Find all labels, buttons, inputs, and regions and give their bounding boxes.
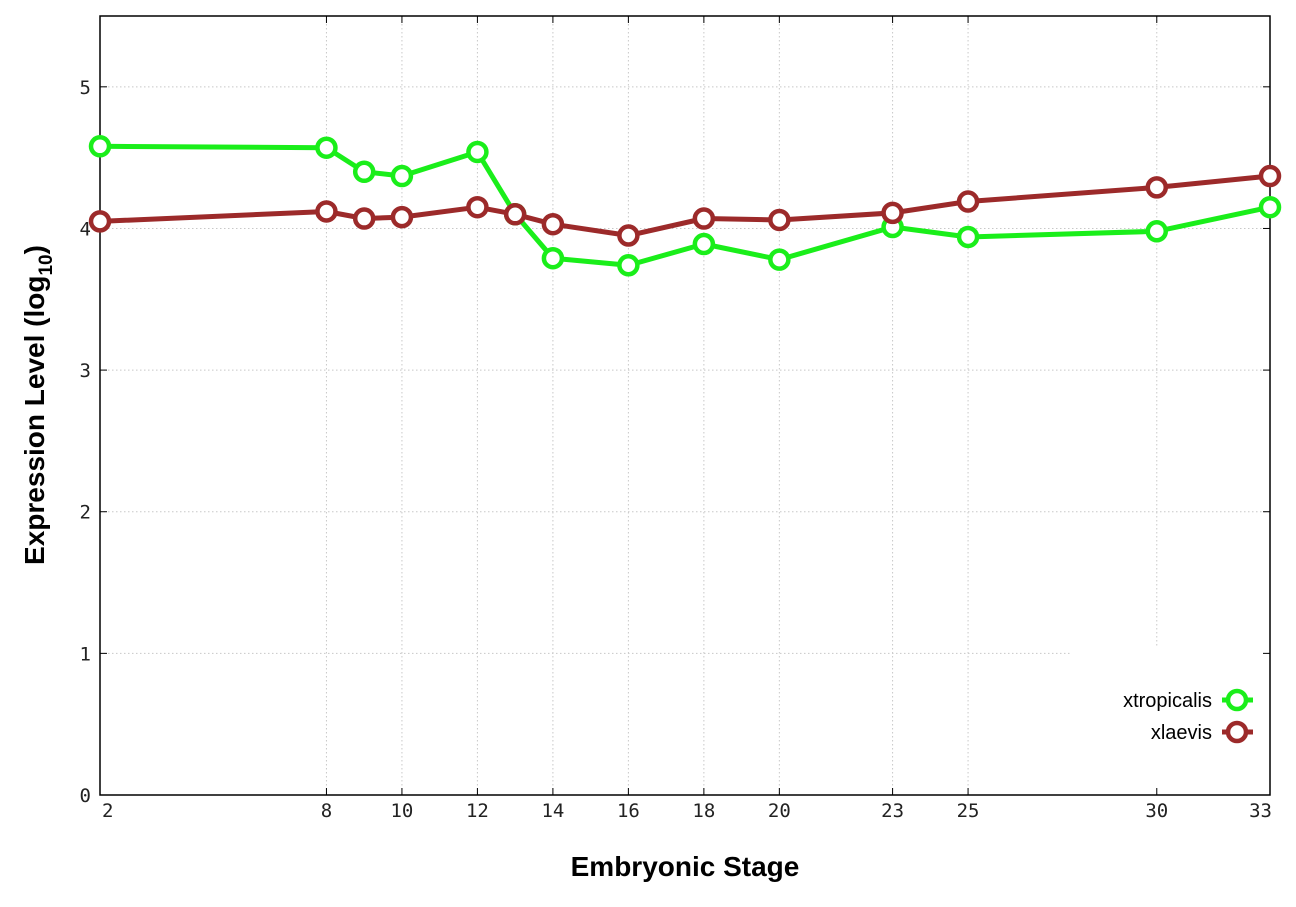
data-point-xlaevis [1258, 164, 1282, 188]
x-tick-label: 10 [390, 800, 413, 822]
data-point-xlaevis [881, 201, 904, 225]
data-point-xlaevis [315, 200, 338, 223]
data-point-xlaevis [768, 208, 791, 232]
y-tick-label: 4 [80, 218, 91, 240]
x-tick-label: 2 [102, 800, 113, 822]
data-point-xlaevis [956, 190, 980, 213]
y-tick-label: 1 [80, 643, 91, 665]
x-axis-title: Embryonic Stage [571, 851, 800, 882]
data-point-xlaevis [1145, 176, 1169, 199]
x-tick-label: 20 [768, 800, 791, 822]
data-point-xlaevis [390, 205, 414, 229]
y-tick-label: 3 [80, 360, 91, 382]
data-point-xlaevis [88, 210, 112, 233]
data-point-xtropicalis [956, 225, 980, 249]
x-tick-label: 12 [466, 800, 489, 822]
x-tick-label: 30 [1145, 800, 1168, 822]
y-tick-label: 0 [80, 785, 91, 807]
y-tick-label: 2 [80, 502, 91, 524]
data-point-xtropicalis [768, 248, 791, 271]
data-point-xtropicalis [466, 140, 489, 164]
legend: xtropicalis xlaevis [1123, 688, 1253, 744]
x-tick-label: 14 [541, 800, 564, 822]
x-tick-label: 33 [1249, 800, 1272, 822]
legend-background [1072, 646, 1268, 793]
data-point-xlaevis [617, 224, 640, 247]
series-line-xlaevis [99, 173, 1271, 238]
data-point-xtropicalis [541, 246, 565, 270]
x-tick-label: 25 [957, 800, 980, 822]
data-point-xtropicalis [352, 160, 376, 184]
data-point-xtropicalis [315, 136, 338, 159]
plot-frame [99, 15, 1271, 796]
data-point-xlaevis [692, 207, 716, 230]
legend-label-xlaevis: xlaevis [1151, 722, 1212, 744]
x-tick-label: 8 [321, 800, 332, 822]
data-point-xlaevis [466, 195, 489, 219]
y-axis-title: Expression Level (log10) [19, 245, 57, 565]
legend-swatch-marker-xlaevis [1225, 720, 1249, 744]
legend-label-xtropicalis: xtropicalis [1123, 690, 1212, 712]
y-axis-title-subscript: 10 [36, 254, 57, 275]
data-point-xlaevis [541, 212, 565, 236]
series-line-xtropicalis [99, 143, 1271, 268]
y-axis-title-main: Expression Level (log [19, 276, 50, 565]
x-tick-label: 18 [692, 800, 715, 822]
data-point-xtropicalis [88, 135, 112, 158]
grid [100, 16, 1270, 795]
y-axis-title-close: ) [19, 245, 50, 254]
legend-swatch-marker-xtropicalis [1225, 688, 1249, 712]
x-tick-label: 16 [617, 800, 640, 822]
data-point-xlaevis [503, 203, 527, 226]
data-point-xlaevis [352, 207, 376, 230]
data-point-xtropicalis [390, 164, 414, 188]
data-point-xtropicalis [617, 254, 640, 277]
series [88, 135, 1282, 277]
data-point-xtropicalis [1258, 195, 1282, 219]
y-tick-label: 5 [80, 77, 91, 99]
data-point-xtropicalis [1145, 220, 1169, 243]
x-tick-label: 23 [881, 800, 904, 822]
data-point-xtropicalis [692, 232, 716, 256]
